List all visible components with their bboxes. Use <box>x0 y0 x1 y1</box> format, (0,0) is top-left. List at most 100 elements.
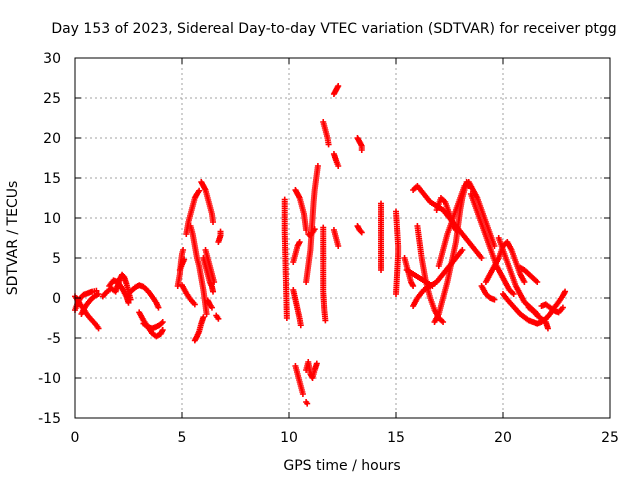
data-point <box>478 255 485 261</box>
series-arc-32 <box>330 83 342 97</box>
data-point <box>297 322 304 329</box>
data-point <box>544 325 551 332</box>
series-arc-44 <box>431 179 472 325</box>
series-arc-49 <box>478 283 498 303</box>
data-point <box>378 267 385 273</box>
series-arc-35 <box>354 135 365 153</box>
series-arc-22 <box>292 187 310 233</box>
series-arc-21 <box>281 196 290 321</box>
data-point <box>440 319 447 325</box>
data-point <box>358 229 365 236</box>
data-point <box>510 291 517 297</box>
data-point <box>296 239 303 245</box>
data-point <box>322 317 329 324</box>
series-arc-10 <box>176 256 188 273</box>
data-point <box>159 319 166 325</box>
x-tick-label: 0 <box>71 430 80 446</box>
series-arc-55 <box>542 288 569 322</box>
chart-title: Day 153 of 2023, Sidereal Day-to-day VTE… <box>51 21 616 37</box>
data-point <box>208 304 215 311</box>
x-tick-label: 10 <box>280 430 298 446</box>
data-point <box>358 147 365 153</box>
data-point <box>562 288 569 295</box>
series-arc-38 <box>393 208 402 297</box>
data-point <box>311 226 318 233</box>
series-arc-23 <box>290 239 303 265</box>
data-point <box>210 219 217 225</box>
series-arc-37 <box>378 200 385 273</box>
data-point <box>217 228 224 235</box>
data-point <box>559 304 566 311</box>
y-tick-label: 30 <box>43 51 61 67</box>
series-arc-15 <box>198 179 217 225</box>
x-tick-label: 5 <box>178 430 187 446</box>
series-arc-48 <box>482 239 528 285</box>
x-tick-label: 25 <box>601 430 619 446</box>
y-tick-label: 5 <box>52 251 61 267</box>
series-arc-34 <box>330 227 342 249</box>
series-arc-30 <box>320 224 329 324</box>
y-tick-label: 0 <box>52 291 61 307</box>
series-arc-29 <box>305 226 318 239</box>
series-arc-33 <box>330 151 342 169</box>
data-point <box>335 163 342 169</box>
x-tick-label: 15 <box>387 430 405 446</box>
y-tick-label: -5 <box>47 331 61 347</box>
data-point <box>200 314 207 321</box>
data-point <box>304 400 311 407</box>
series-arc-46 <box>435 179 498 269</box>
data-point <box>125 299 132 306</box>
series-arc-3 <box>78 291 102 317</box>
data-point <box>410 283 417 289</box>
data-point <box>180 247 187 253</box>
series-arc-18 <box>204 297 215 311</box>
series-arc-5 <box>106 277 132 306</box>
data-point <box>203 311 210 317</box>
data-point <box>325 141 332 148</box>
data-point <box>95 291 102 297</box>
series-arc-36 <box>354 223 365 236</box>
x-tick-label: 20 <box>494 430 512 446</box>
data-point <box>283 315 290 321</box>
data-point <box>299 391 306 397</box>
series-arc-54 <box>538 301 566 316</box>
series-arc-20 <box>215 228 224 245</box>
data-point <box>534 279 541 285</box>
series-arc-13 <box>187 223 210 317</box>
data-point <box>491 296 498 303</box>
series-arc-16 <box>200 255 217 295</box>
series-arc-51 <box>500 291 549 327</box>
series-arc-26 <box>303 359 320 381</box>
data-point <box>181 256 188 263</box>
y-tick-label: 25 <box>43 91 61 107</box>
series-arc-52 <box>517 264 541 285</box>
series-arc-6 <box>127 282 162 311</box>
series-arc-25 <box>292 363 306 397</box>
series-arc-17 <box>202 247 218 285</box>
data-point <box>521 279 528 285</box>
data-point <box>313 360 320 367</box>
grid <box>75 58 610 418</box>
data-marks <box>72 83 569 407</box>
data-point <box>452 227 459 233</box>
plot-frame <box>74 57 611 419</box>
data-point <box>95 325 102 332</box>
series-arc-19 <box>213 312 222 322</box>
series-arc-27 <box>303 399 311 407</box>
series-arc-31 <box>320 119 332 148</box>
data-point <box>211 279 218 285</box>
series-arc-8 <box>140 319 166 332</box>
series-arc-24 <box>290 287 304 329</box>
x-axis-label: GPS time / hours <box>283 458 400 474</box>
data-point <box>314 163 321 169</box>
data-point <box>191 301 198 308</box>
y-tick-label: 10 <box>43 211 61 227</box>
y-tick-label: -15 <box>38 411 61 427</box>
data-point <box>196 187 203 194</box>
y-tick-label: 15 <box>43 171 61 187</box>
data-point <box>159 327 166 333</box>
y-tick-label: 20 <box>43 131 61 147</box>
y-tick-label: -10 <box>38 371 61 387</box>
data-point <box>210 288 217 295</box>
